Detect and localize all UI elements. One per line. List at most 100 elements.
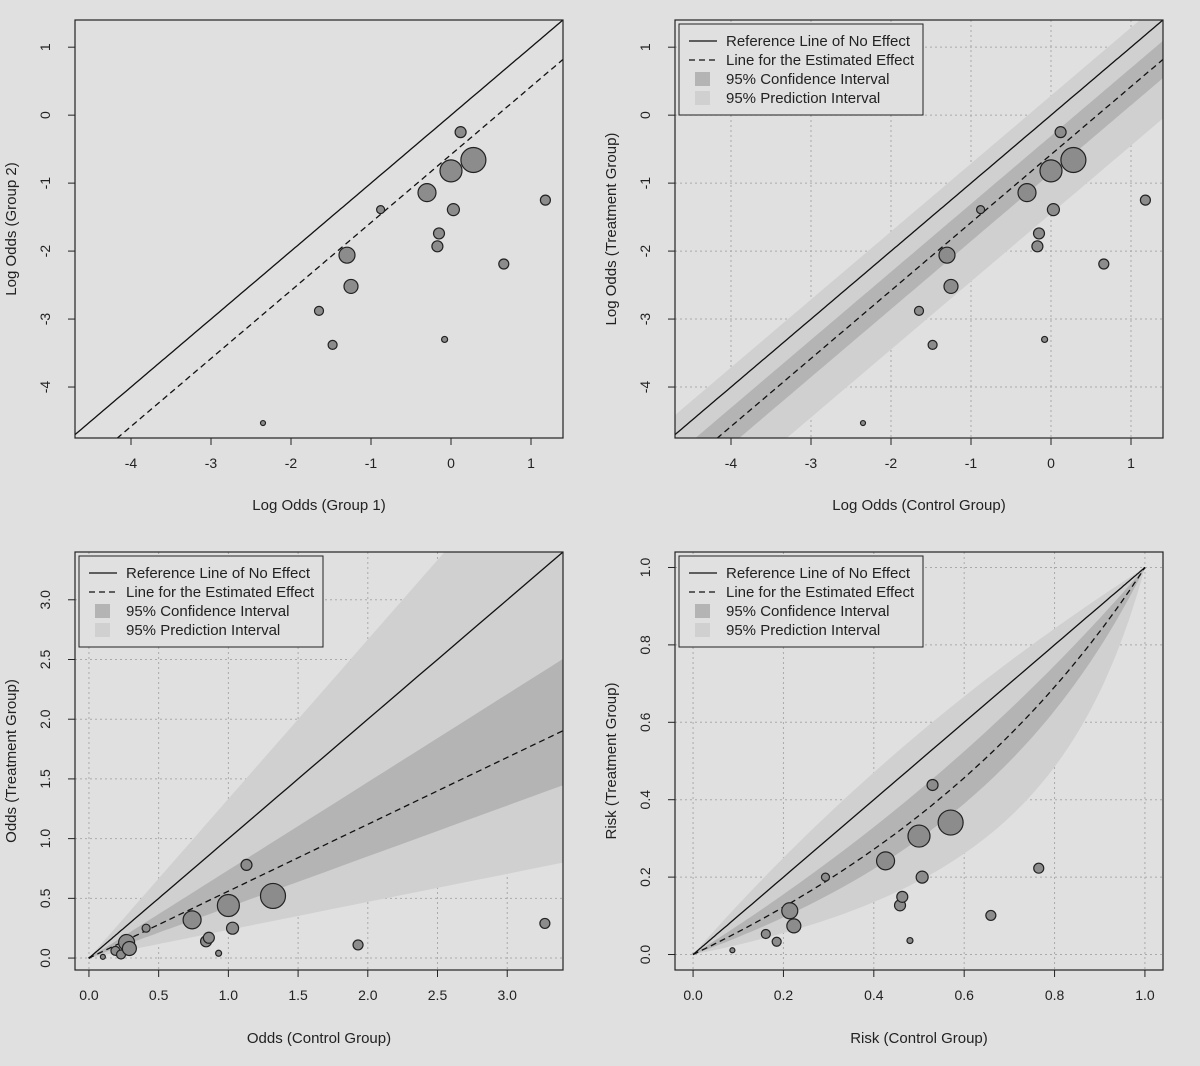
data-point xyxy=(927,339,938,350)
legend-label-estimate: Line for the Estimated Effect xyxy=(126,584,315,601)
data-point xyxy=(786,918,802,934)
y-tick-label: 2.5 xyxy=(37,650,53,670)
x-tick-label: -1 xyxy=(965,455,978,471)
chart-panel-1: -4 -3 -2 -1 0 1 -4 -3 -2 -1 0 1 Log Odds (Group 1) Lo… xyxy=(3,19,564,514)
x-tick-label: -4 xyxy=(125,455,138,471)
y-tick-label: 1.0 xyxy=(37,829,53,849)
data-point xyxy=(943,278,959,295)
legend: Reference Line of No Effect Line for the … xyxy=(678,555,924,648)
data-point xyxy=(1017,183,1037,203)
data-point xyxy=(225,921,240,935)
x-axis-label: Log Odds (Group 1) xyxy=(252,497,385,514)
x-tick-label: 0.6 xyxy=(954,987,974,1003)
y-tick-label: -2 xyxy=(637,245,653,258)
y-tick-label: -1 xyxy=(37,177,53,190)
y-tick-label: 0 xyxy=(637,111,653,119)
plot-frame xyxy=(674,551,1164,971)
data-point xyxy=(1040,335,1049,344)
legend-ci-swatch xyxy=(695,604,710,618)
data-point xyxy=(460,146,487,174)
y-tick-label: 1.5 xyxy=(37,769,53,789)
y-tick-label: -1 xyxy=(637,177,653,190)
legend-label-reference: Reference Line of No Effect xyxy=(726,33,911,50)
x-tick-label: 0.2 xyxy=(774,987,794,1003)
confidence-interval-band xyxy=(88,658,563,959)
prediction-interval-band xyxy=(88,552,563,959)
data-point xyxy=(913,305,925,317)
plot-area xyxy=(675,20,1163,438)
legend-label-ci: 95% Confidence Interval xyxy=(726,71,889,88)
x-axis-label: Odds (Control Group) xyxy=(247,1030,391,1047)
y-tick-label: 0.0 xyxy=(37,948,53,968)
y-tick-label: 1 xyxy=(37,43,53,51)
data-point xyxy=(439,159,463,183)
y-tick-label: 0.0 xyxy=(637,945,653,965)
legend-pi-swatch xyxy=(695,623,710,637)
reference-line xyxy=(75,20,563,436)
y-tick-label: 0.5 xyxy=(37,888,53,908)
data-point xyxy=(937,809,964,836)
data-point xyxy=(121,940,137,957)
estimated-effect-line xyxy=(116,58,563,438)
legend-label-pi: 95% Prediction Interval xyxy=(726,90,880,107)
x-tick-label: 1.0 xyxy=(1135,987,1155,1003)
data-point xyxy=(975,205,986,215)
data-point xyxy=(259,882,287,910)
x-tick-label: -3 xyxy=(805,455,818,471)
x-tick-label: 1 xyxy=(527,455,535,471)
legend-box xyxy=(678,23,924,116)
data-point xyxy=(926,778,939,792)
data-point xyxy=(1031,240,1044,253)
legend-box xyxy=(678,555,924,648)
estimated-effect-line xyxy=(692,566,1146,956)
x-tick-label: 0.8 xyxy=(1045,987,1065,1003)
x-tick-label: 0.0 xyxy=(79,987,99,1003)
data-point xyxy=(906,936,914,945)
data-point xyxy=(216,893,240,918)
data-point xyxy=(1033,862,1045,874)
x-tick-label: 1.5 xyxy=(288,987,308,1003)
data-point xyxy=(1046,203,1061,217)
y-tick-label: -2 xyxy=(37,245,53,258)
data-point xyxy=(327,339,338,350)
legend-label-pi: 95% Prediction Interval xyxy=(726,622,880,639)
x-tick-label: 2.5 xyxy=(428,987,448,1003)
data-point xyxy=(985,909,997,922)
legend-pi-swatch xyxy=(95,623,110,637)
data-point xyxy=(376,205,386,215)
x-tick-label: -3 xyxy=(205,455,218,471)
legend-label-ci: 95% Confidence Interval xyxy=(726,603,889,620)
chart-panel-3: 0.0 0.5 1.0 1.5 2.0 2.5 3.0 0.0 0.5 1.0 1.5 2.0 2.5 3… xyxy=(3,551,564,1047)
data-point xyxy=(215,949,223,957)
plot-frame xyxy=(74,551,564,971)
plot-frame xyxy=(674,19,1164,439)
data-point xyxy=(498,258,510,270)
y-tick-label: 0.6 xyxy=(637,712,653,732)
y-tick-label: -3 xyxy=(637,313,653,326)
y-tick-label: -4 xyxy=(637,381,653,394)
y-axis-label: Risk (Treatment Group) xyxy=(603,683,620,840)
legend-label-pi: 95% Prediction Interval xyxy=(126,622,280,639)
reference-line xyxy=(675,20,1163,436)
data-point xyxy=(781,902,799,920)
legend-label-estimate: Line for the Estimated Effect xyxy=(726,52,915,69)
data-point xyxy=(896,890,909,903)
x-axis-label: Risk (Control Group) xyxy=(850,1030,988,1047)
x-tick-label: -4 xyxy=(725,455,738,471)
y-tick-label: 0.2 xyxy=(637,867,653,887)
legend-pi-swatch xyxy=(695,91,710,105)
data-point xyxy=(343,278,359,295)
legend-ci-swatch xyxy=(695,72,710,86)
y-axis-label: Log Odds (Treatment Group) xyxy=(603,133,620,326)
data-point xyxy=(859,419,867,427)
legend-label-reference: Reference Line of No Effect xyxy=(126,565,311,582)
data-point xyxy=(431,240,444,253)
data-point xyxy=(352,939,364,951)
x-axis-label: Log Odds (Control Group) xyxy=(832,497,1005,514)
chart-panel-2: -4 -3 -2 -1 0 1 -4 -3 -2 -1 0 1 Log Odds (Control Gr… xyxy=(603,19,1164,514)
x-tick-label: 0.5 xyxy=(149,987,169,1003)
data-point xyxy=(99,953,106,960)
y-tick-label: 2.0 xyxy=(37,709,53,729)
data-point xyxy=(1032,227,1046,240)
y-tick-label: 1.0 xyxy=(637,558,653,578)
